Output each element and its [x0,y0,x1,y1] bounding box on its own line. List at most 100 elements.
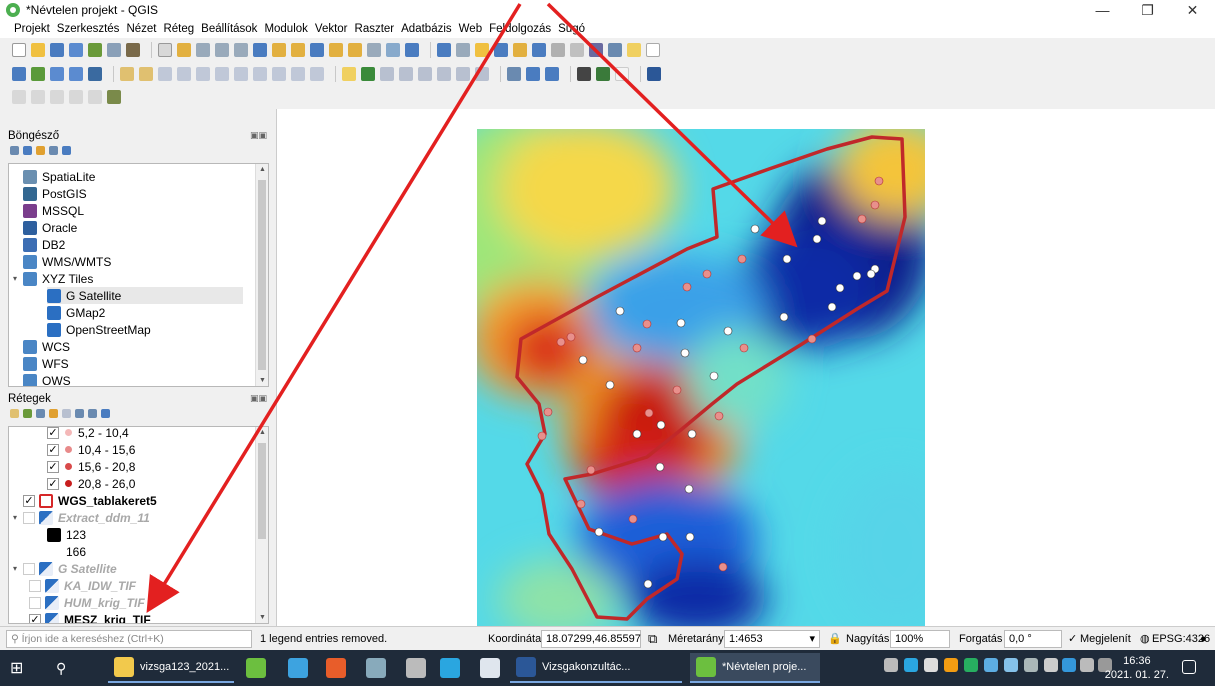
menu-adatbazis[interactable]: Adatbázis [401,23,452,35]
taskbar-app-button[interactable] [282,653,316,683]
render-checkbox[interactable]: ✓ [1068,633,1078,645]
current-edits-icon[interactable] [120,67,134,81]
identify-icon[interactable] [437,43,451,57]
expand-arrow-icon[interactable]: ▾ [13,513,18,522]
taskbar-app-button[interactable] [320,653,354,683]
expand-all-icon[interactable] [75,408,84,418]
text-annotation-icon[interactable] [646,43,660,57]
tray-icon[interactable] [964,658,978,672]
pan-to-selection-icon[interactable] [177,43,191,57]
zoom-rubberband-icon[interactable] [234,43,248,57]
manage-themes-icon[interactable] [36,408,45,418]
tray-icon[interactable] [1024,658,1038,672]
annotation-icon[interactable] [627,43,641,57]
label-change-icon[interactable] [437,67,451,81]
cut-features-icon[interactable] [234,67,248,81]
digitize-shape-icon[interactable] [69,90,83,104]
tray-icon[interactable] [1044,658,1058,672]
digitize-regular-icon[interactable] [88,90,102,104]
filter-icon[interactable] [507,67,521,81]
scale-combo[interactable]: 1:4653 ▾ [724,630,820,648]
taskbar-app-button[interactable]: vizsga123_2021... [108,653,234,683]
add-selected-icon[interactable] [10,145,19,155]
menu-vektor[interactable]: Vektor [314,23,348,35]
zoom-last-icon[interactable] [329,43,343,57]
layer-visibility-checkbox[interactable] [23,562,35,575]
browser-item[interactable]: WFS [13,355,243,372]
digitize-polygon-icon[interactable] [50,90,64,104]
tray-icon[interactable] [884,658,898,672]
collapse-icon[interactable] [49,145,58,155]
browser-item[interactable]: MSSQL [13,202,243,219]
layer-tree-item[interactable]: ✓ MESZ_krig_TIF [29,611,151,623]
delete-selected-icon[interactable] [215,67,229,81]
layer-visibility-checkbox[interactable] [23,511,35,524]
digitize-point-icon[interactable] [12,90,26,104]
label-diagram-icon[interactable] [475,67,489,81]
panel-controls[interactable]: ▣▣ [249,130,267,140]
filter-expression-icon[interactable] [62,408,71,418]
measure-icon[interactable] [608,43,622,57]
taskbar-app-button[interactable] [474,653,504,683]
layer-tree-item[interactable]: ✓ 10,4 - 15,6 [47,441,135,458]
notification-icon[interactable] [1182,660,1196,674]
expand-arrow-icon[interactable]: ▾ [13,274,18,283]
new-map-view-icon[interactable] [367,43,381,57]
zoom-native-icon[interactable] [310,43,324,57]
taskbar-clock[interactable]: 16:36 2021. 01. 27. [1105,654,1169,682]
layer-tree-item[interactable]: ▾ Extract_ddm_11 [13,509,150,526]
menu-feldolgozas[interactable]: Feldolgozás [489,23,552,35]
toolbox-icon[interactable] [570,43,584,57]
taskbar-app-button[interactable]: Vizsgakonzultác... [510,653,682,683]
toggle-editing-icon[interactable] [139,67,153,81]
save-project-icon[interactable] [50,43,64,57]
deselect-icon[interactable] [513,43,527,57]
collapse-all-icon[interactable] [88,408,97,418]
minimize-button[interactable]: — [1095,2,1110,18]
layer-tree-item[interactable]: ✓ WGS_tablakeret5 [13,492,157,509]
locator-search-input[interactable]: ⚲ Írjon ide a kereséshez (Ctrl+K) [6,630,252,648]
add-spatialite-icon[interactable] [88,67,102,81]
menu-beallitasok[interactable]: Beállítások [201,23,258,35]
taskbar-app-button[interactable] [360,653,394,683]
pan-icon[interactable] [158,43,172,57]
close-button[interactable]: ✕ [1186,2,1199,18]
menu-szerkesztes[interactable]: Szerkesztés [56,23,120,35]
redo-icon[interactable] [310,67,324,81]
layer-tree-item[interactable]: ✓ 15,6 - 20,8 [47,458,135,475]
layer-tree-item[interactable]: ▾ G Satellite [13,560,117,577]
new-project-icon[interactable] [12,43,26,57]
menu-raszter[interactable]: Raszter [354,23,395,35]
zoom-next-icon[interactable] [348,43,362,57]
style-manager-icon[interactable] [126,43,140,57]
layers-scrollbar[interactable]: ▲ ▼ [255,427,268,623]
label-icon[interactable] [342,67,356,81]
zoom-full-icon[interactable] [253,43,267,57]
action-icon[interactable] [456,43,470,57]
browser-scrollbar[interactable]: ▲ ▼ [255,164,268,386]
extents-toggle-icon[interactable]: ⧉ [648,631,658,646]
db-manager-icon[interactable] [526,67,540,81]
browser-item[interactable]: ▾ XYZ Tiles [13,270,243,287]
digitize-line-icon[interactable] [31,90,45,104]
scroll-up-arrow[interactable]: ▲ [259,429,266,436]
network-icon[interactable] [1098,658,1112,672]
layer-tree-item[interactable]: ✓ 5,2 - 10,4 [47,427,129,441]
rotation-spinbox[interactable]: 0,0 ° [1004,630,1062,648]
browser-item[interactable]: SpatiaLite [13,168,243,185]
scroll-up-arrow[interactable]: ▲ [259,166,266,173]
messages-icon[interactable]: ● [1200,633,1207,645]
label-rotate-icon[interactable] [418,67,432,81]
select-features-icon[interactable] [475,43,489,57]
browser-item[interactable]: OpenStreetMap [47,321,243,338]
xytopoint-icon[interactable] [615,67,629,81]
refresh-icon[interactable] [405,43,419,57]
layer-visibility-checkbox[interactable]: ✓ [23,494,35,507]
label-move-icon[interactable] [399,67,413,81]
coordinate-field[interactable]: 18.07299,46.85597 [541,630,641,648]
tray-icon[interactable] [944,658,958,672]
undo-icon[interactable] [291,67,305,81]
tray-icon[interactable] [1004,658,1018,672]
label-pin-icon[interactable] [361,67,375,81]
layer-visibility-checkbox[interactable] [29,579,41,592]
